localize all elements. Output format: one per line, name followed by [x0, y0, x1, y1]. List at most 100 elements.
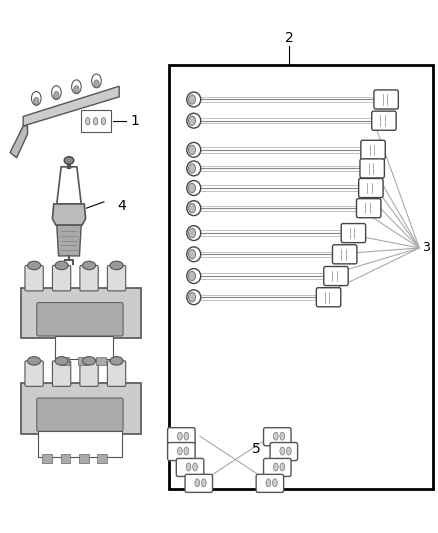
Ellipse shape [110, 261, 123, 270]
Ellipse shape [188, 164, 195, 173]
Ellipse shape [28, 261, 41, 270]
Ellipse shape [265, 479, 270, 487]
FancyBboxPatch shape [52, 265, 71, 291]
Ellipse shape [82, 357, 95, 365]
FancyBboxPatch shape [323, 266, 347, 286]
Ellipse shape [192, 463, 197, 471]
FancyBboxPatch shape [107, 361, 125, 386]
Ellipse shape [186, 181, 200, 196]
Ellipse shape [279, 463, 284, 471]
FancyBboxPatch shape [80, 265, 98, 291]
FancyBboxPatch shape [373, 90, 397, 109]
Text: 2: 2 [284, 31, 293, 45]
FancyBboxPatch shape [60, 357, 69, 365]
FancyBboxPatch shape [167, 427, 194, 446]
Polygon shape [57, 225, 81, 256]
FancyBboxPatch shape [52, 361, 71, 386]
FancyBboxPatch shape [38, 431, 122, 457]
Ellipse shape [279, 432, 284, 440]
Text: 7: 7 [104, 398, 113, 411]
Bar [21, 288, 141, 338]
FancyBboxPatch shape [332, 245, 356, 264]
Ellipse shape [201, 479, 206, 487]
FancyBboxPatch shape [184, 474, 212, 492]
Ellipse shape [186, 114, 200, 128]
Ellipse shape [188, 204, 195, 213]
Ellipse shape [92, 74, 101, 88]
FancyBboxPatch shape [167, 442, 194, 461]
FancyBboxPatch shape [96, 357, 106, 365]
Ellipse shape [186, 290, 200, 305]
FancyBboxPatch shape [358, 179, 382, 198]
Ellipse shape [85, 117, 90, 125]
FancyBboxPatch shape [356, 199, 380, 217]
Bar [169, 65, 432, 489]
Text: 5: 5 [251, 442, 260, 456]
Bar [21, 383, 141, 433]
Polygon shape [23, 86, 119, 126]
Ellipse shape [55, 261, 68, 270]
Ellipse shape [186, 142, 200, 157]
Ellipse shape [177, 447, 182, 455]
Ellipse shape [188, 145, 195, 155]
FancyBboxPatch shape [255, 474, 283, 492]
Ellipse shape [64, 157, 74, 164]
FancyBboxPatch shape [78, 357, 88, 365]
FancyBboxPatch shape [263, 427, 290, 446]
FancyBboxPatch shape [107, 265, 125, 291]
Ellipse shape [32, 92, 41, 106]
Ellipse shape [186, 161, 200, 176]
Ellipse shape [82, 261, 95, 270]
FancyBboxPatch shape [60, 454, 70, 463]
FancyBboxPatch shape [340, 223, 365, 243]
Polygon shape [57, 167, 81, 204]
Ellipse shape [273, 463, 278, 471]
Ellipse shape [101, 117, 106, 125]
FancyBboxPatch shape [80, 361, 98, 386]
Ellipse shape [188, 95, 195, 104]
Ellipse shape [186, 92, 200, 107]
Ellipse shape [188, 228, 195, 238]
Ellipse shape [55, 357, 68, 365]
FancyBboxPatch shape [37, 398, 123, 431]
Text: 1: 1 [130, 114, 139, 128]
Ellipse shape [71, 80, 81, 94]
Ellipse shape [186, 463, 191, 471]
Text: 6: 6 [104, 304, 113, 319]
Ellipse shape [286, 447, 290, 455]
FancyBboxPatch shape [176, 458, 203, 477]
FancyBboxPatch shape [42, 454, 52, 463]
Ellipse shape [188, 293, 195, 302]
FancyBboxPatch shape [359, 159, 384, 178]
FancyBboxPatch shape [25, 361, 43, 386]
Ellipse shape [273, 432, 278, 440]
Ellipse shape [188, 249, 195, 259]
Ellipse shape [186, 201, 200, 216]
Ellipse shape [186, 247, 200, 262]
FancyBboxPatch shape [55, 336, 113, 359]
Ellipse shape [94, 80, 99, 87]
Ellipse shape [186, 269, 200, 284]
FancyBboxPatch shape [81, 110, 111, 132]
Ellipse shape [272, 479, 277, 487]
FancyBboxPatch shape [263, 458, 290, 477]
FancyBboxPatch shape [269, 442, 297, 461]
FancyBboxPatch shape [79, 454, 88, 463]
Polygon shape [52, 204, 85, 225]
Ellipse shape [74, 86, 79, 93]
FancyBboxPatch shape [97, 454, 107, 463]
Ellipse shape [188, 116, 195, 125]
FancyBboxPatch shape [371, 111, 395, 130]
Ellipse shape [184, 432, 188, 440]
Ellipse shape [93, 117, 98, 125]
Ellipse shape [186, 225, 200, 240]
Text: 4: 4 [117, 198, 125, 213]
FancyBboxPatch shape [360, 140, 385, 159]
FancyBboxPatch shape [37, 303, 123, 336]
Ellipse shape [177, 432, 182, 440]
Ellipse shape [28, 357, 41, 365]
Ellipse shape [51, 86, 61, 100]
Ellipse shape [188, 271, 195, 281]
Ellipse shape [279, 447, 284, 455]
Text: 3: 3 [421, 241, 429, 254]
